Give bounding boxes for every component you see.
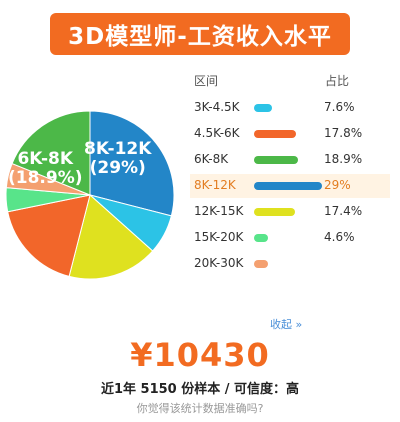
title-banner: 3D模型师-工资收入水平 <box>50 13 350 55</box>
slice-label-8k-12k-pct: (29%) <box>89 158 146 178</box>
row-8k-12k: 8K-12K 29% <box>190 174 390 198</box>
share-pct-12k-15k: 17.4% <box>324 204 363 218</box>
slice-label-8k-12k-range: 8K-12K <box>84 139 152 159</box>
row-3k-4_5k: 3K-4.5K 7.6% <box>190 96 390 120</box>
pie-slice-6k-8k <box>11 110 91 196</box>
collapse-link[interactable]: 收起 » <box>270 318 303 331</box>
share-pct-4_5k-6k: 17.8% <box>324 126 363 140</box>
range-header: 区间 <box>194 74 219 88</box>
share-pct-6k-8k: 18.9% <box>324 152 363 166</box>
share-bar-20k-30k <box>254 260 268 268</box>
pie-slice-4_5k-6k <box>7 194 91 277</box>
row-15k-20k: 15K-20K 4.6% <box>190 226 390 250</box>
row-6k-8k: 6K-8K 18.9% <box>190 148 390 172</box>
range-label-6k-8k: 6K-8K <box>194 152 229 166</box>
row-4_5k-6k: 4.5K-6K 17.8% <box>190 122 390 146</box>
share-bar-15k-20k <box>254 234 268 242</box>
chart-title: 3D模型师-工资收入水平 <box>68 24 332 50</box>
share-bar-4_5k-6k <box>254 130 296 138</box>
share-bar-3k-4_5k <box>254 104 272 112</box>
share-bar-12k-15k <box>254 208 295 216</box>
share-pct-8k-12k: 29% <box>324 178 351 192</box>
share-pct-15k-20k: 4.6% <box>324 230 355 244</box>
range-label-4_5k-6k: 4.5K-6K <box>194 126 240 140</box>
slice-label-8k-12k: 8K-12K (29%) <box>84 140 151 178</box>
range-label-12k-15k: 12K-15K <box>194 204 244 218</box>
share-header: 占比 <box>325 74 350 88</box>
slice-label-6k-8k: 6K-8K (18.9%) <box>8 150 83 188</box>
sample-meta: 近1年 5150 份样本 / 可信度：高 <box>100 382 300 397</box>
slice-label-6k-8k-pct: (18.9%) <box>8 168 83 188</box>
average-salary: ¥10430 <box>130 336 270 374</box>
share-pct-3k-4_5k: 7.6% <box>324 100 355 114</box>
share-bar-6k-8k <box>254 156 299 164</box>
slice-label-6k-8k-range: 6K-8K <box>17 149 74 169</box>
range-label-3k-4_5k: 3K-4.5K <box>194 100 240 114</box>
pie-slice-12k-15k <box>68 194 154 280</box>
share-bar-8k-12k <box>254 182 322 190</box>
salary-pie-chart <box>5 110 175 280</box>
range-label-15k-20k: 15K-20K <box>194 230 244 244</box>
range-label-8k-12k: 8K-12K <box>194 178 236 192</box>
accuracy-question[interactable]: 你觉得该统计数据准确吗? <box>136 402 264 415</box>
pie-slice-8k-12k <box>89 110 175 217</box>
row-12k-15k: 12K-15K 17.4% <box>190 200 390 224</box>
row-20k-30k: 20K-30K <box>190 252 390 276</box>
range-label-20k-30k: 20K-30K <box>194 256 244 270</box>
